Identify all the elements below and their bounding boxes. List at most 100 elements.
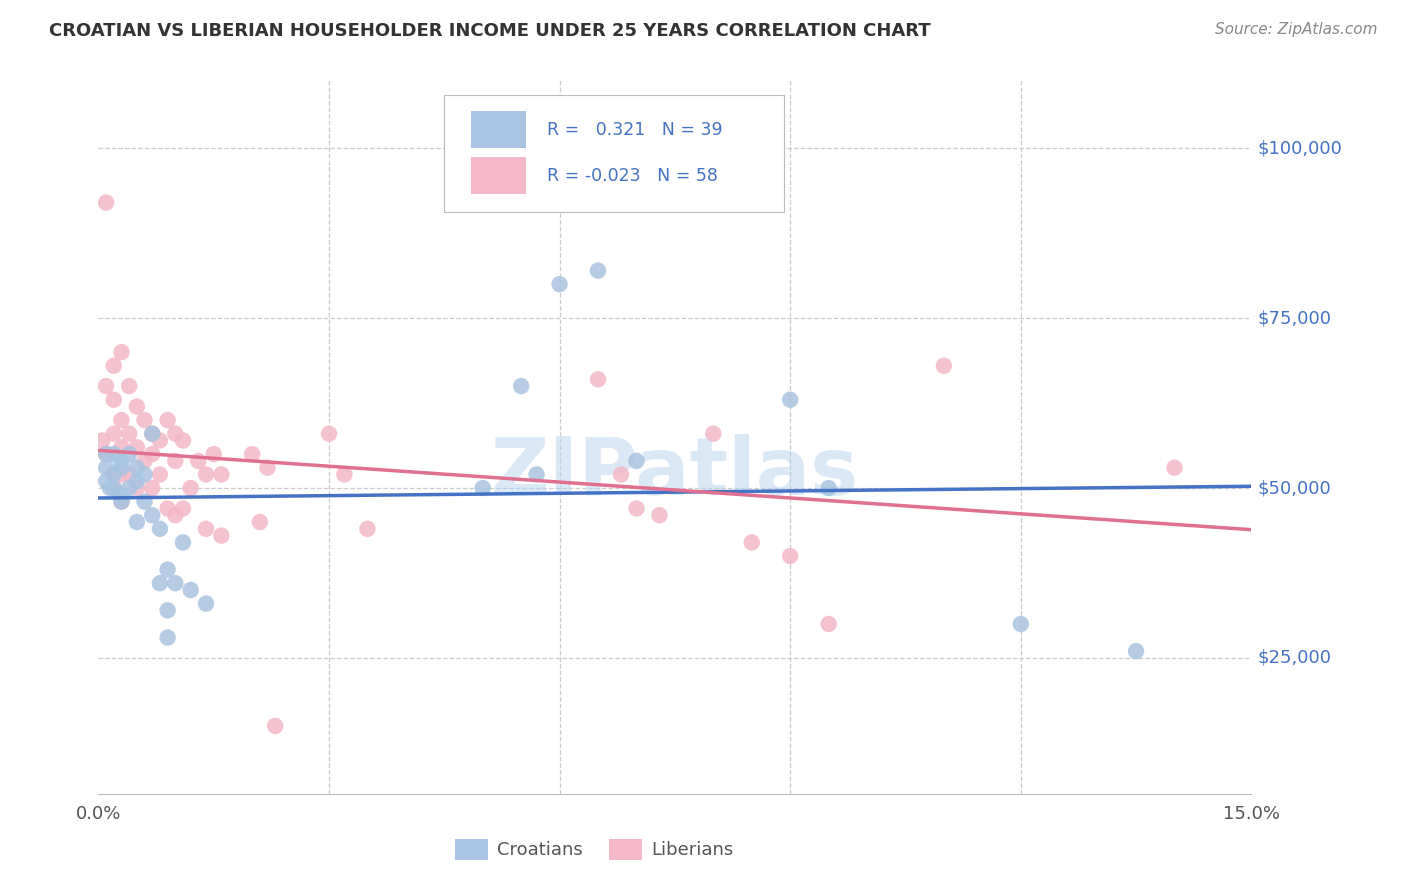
Point [118,447,141,461]
Text: $50,000: $50,000 [1257,479,1331,497]
Point [134,467,156,482]
Point [149,434,172,448]
Point [118,379,141,393]
Point [741,535,763,549]
Point [1125,644,1147,658]
Point [110,460,132,475]
Point [110,494,132,508]
Point [110,413,132,427]
Point [141,426,163,441]
Point [103,392,125,407]
Point [356,522,378,536]
Point [149,467,172,482]
Point [110,467,132,482]
Point [110,488,132,502]
Point [110,345,132,359]
Bar [471,157,526,194]
Point [817,481,839,495]
Point [172,535,194,549]
Point [125,475,148,489]
Point [209,528,232,542]
Point [548,277,571,292]
Point [195,467,218,482]
Point [471,481,494,495]
Point [156,603,179,617]
Point [249,515,271,529]
Point [103,447,125,461]
Text: $100,000: $100,000 [1257,139,1341,157]
Point [125,481,148,495]
Point [149,522,172,536]
Text: CROATIAN VS LIBERIAN HOUSEHOLDER INCOME UNDER 25 YEARS CORRELATION CHART: CROATIAN VS LIBERIAN HOUSEHOLDER INCOME … [49,22,931,40]
Point [141,508,163,523]
Point [318,426,340,441]
Point [626,501,648,516]
Point [94,379,117,393]
Point [103,481,125,495]
Point [141,426,163,441]
Point [209,467,232,482]
Point [172,501,194,516]
Point [626,454,648,468]
Point [134,494,156,508]
Point [134,413,156,427]
Point [195,597,218,611]
Point [817,617,839,632]
Point [779,549,801,563]
FancyBboxPatch shape [444,95,785,212]
Point [932,359,955,373]
Point [103,467,125,482]
Point [526,467,548,482]
Legend: Croatians, Liberians: Croatians, Liberians [449,831,741,867]
Point [141,481,163,495]
Point [264,719,287,733]
Point [125,400,148,414]
Text: R =   0.321   N = 39: R = 0.321 N = 39 [547,120,723,138]
Point [202,447,225,461]
Point [118,426,141,441]
Text: R = -0.023   N = 58: R = -0.023 N = 58 [547,167,718,185]
Point [94,447,117,461]
Point [110,454,132,468]
Point [110,440,132,454]
Point [103,359,125,373]
Point [103,467,125,482]
Point [103,426,125,441]
Point [149,576,172,591]
Point [610,467,633,482]
Point [134,454,156,468]
Point [586,372,609,386]
Point [1010,617,1032,632]
Point [125,515,148,529]
Point [187,454,209,468]
Text: $75,000: $75,000 [1257,310,1331,327]
Point [94,460,117,475]
Point [94,475,117,489]
Point [141,447,163,461]
Point [103,481,125,495]
Point [240,447,263,461]
Point [256,460,278,475]
Point [156,501,179,516]
Point [125,460,148,475]
Point [333,467,356,482]
Text: $25,000: $25,000 [1257,649,1331,667]
Point [648,508,671,523]
Point [118,467,141,482]
Point [172,434,194,448]
Point [110,494,132,508]
Point [94,447,117,461]
Point [98,481,121,495]
Point [91,434,114,448]
Text: ZIPatlas: ZIPatlas [491,434,859,512]
Point [702,426,724,441]
Point [195,522,218,536]
Point [156,413,179,427]
Bar [471,111,526,148]
Text: Source: ZipAtlas.com: Source: ZipAtlas.com [1215,22,1378,37]
Point [180,481,202,495]
Point [156,631,179,645]
Point [156,563,179,577]
Point [94,195,117,210]
Point [165,576,187,591]
